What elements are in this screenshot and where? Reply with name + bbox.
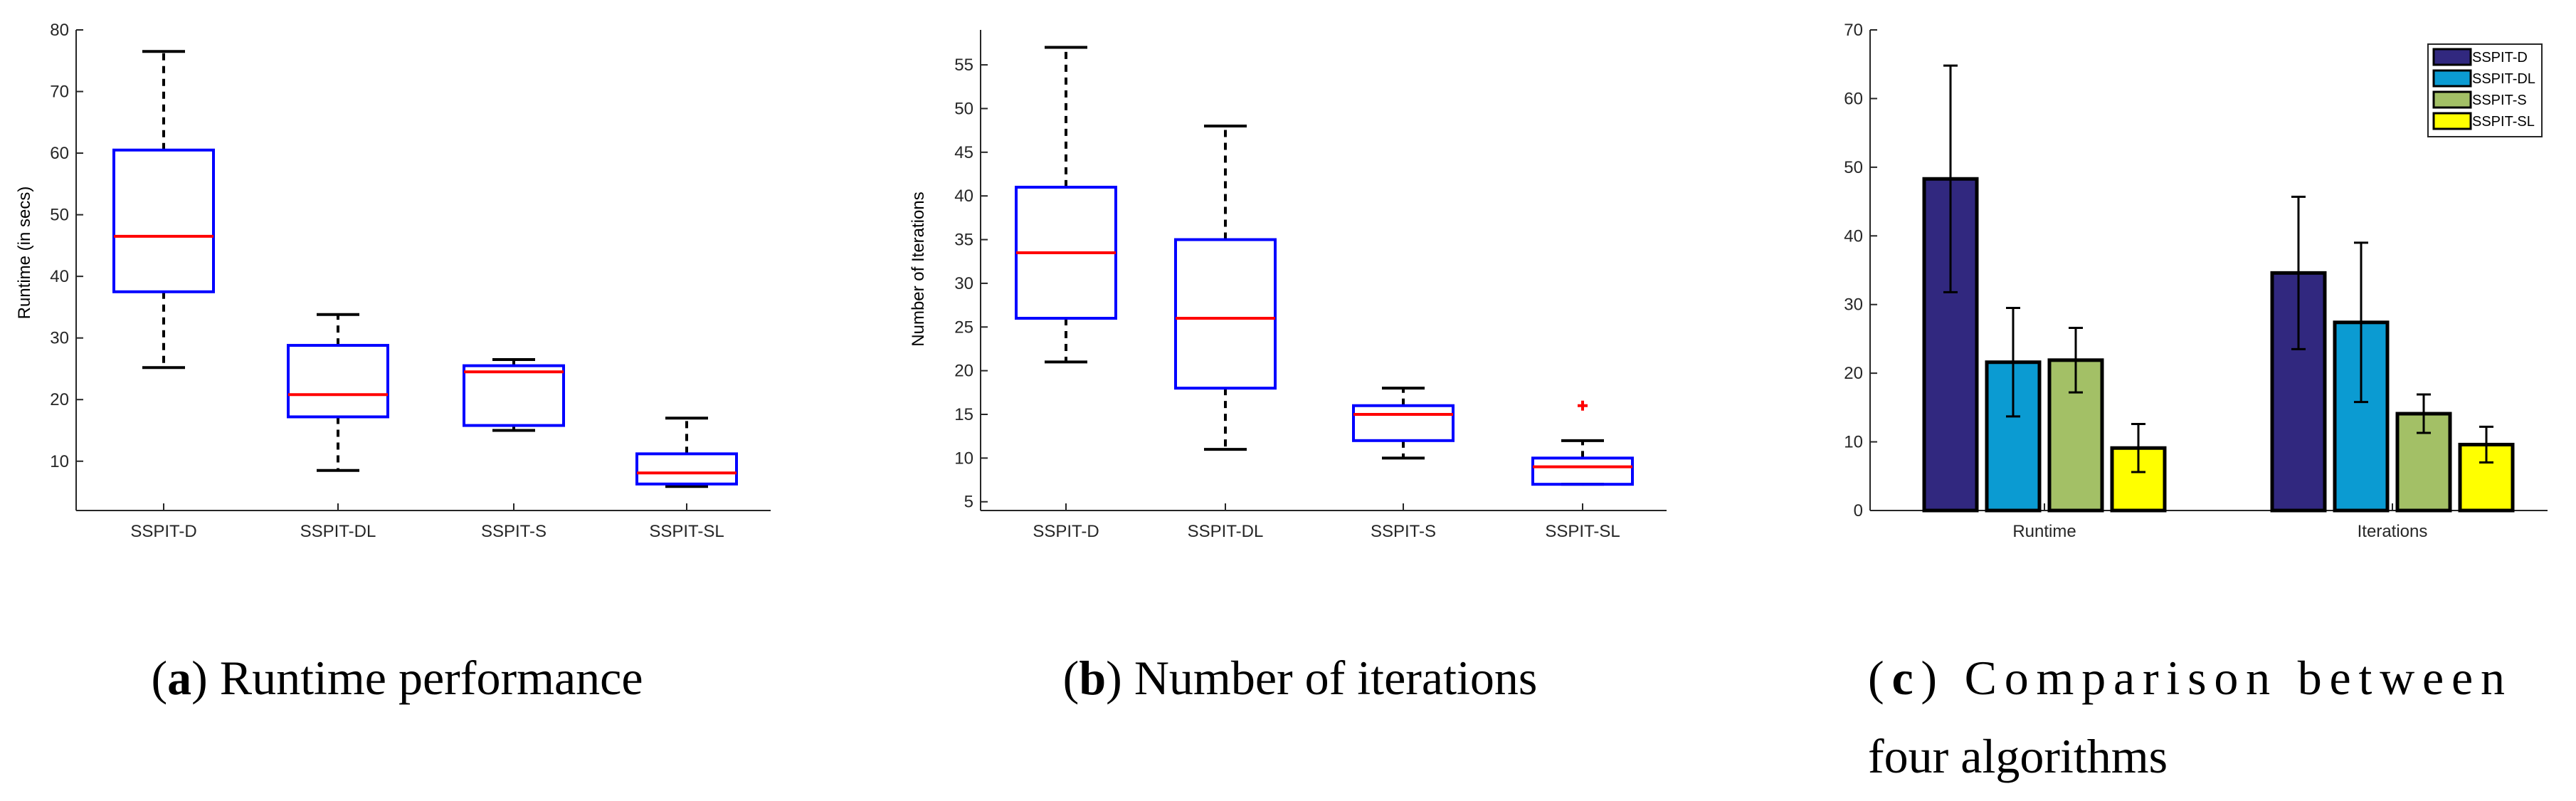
- panel-c-axes: 0 10 20 30 40 50 60 70 Runtime Iterations: [1844, 21, 2548, 541]
- panel-c-bar-sspit-dl-runtime: [1985, 307, 2042, 513]
- panel-c-ytick-label: 60: [1844, 89, 1863, 108]
- panel-a-runtime-boxplot: Runtime (in secs) 10 20 30 40 50 60 70 80 SSPIT-…: [15, 21, 771, 705]
- panel-c-legend: SSPIT-D SSPIT-DL SSPIT-S SSPIT-SL: [2427, 43, 2543, 137]
- panel-b-box-sspit-s: [1352, 387, 1455, 460]
- panel-b-ytick-label: 45: [954, 143, 973, 162]
- panel-b-xtick-label: SSPIT-S: [1371, 522, 1436, 541]
- panel-b-xtick-label: SSPIT-SL: [1545, 522, 1620, 541]
- panel-b-ytick-label: 55: [954, 56, 973, 75]
- panel-c-bar-sspit-d-runtime: [1922, 64, 1979, 513]
- panel-b-ytick-label: 20: [954, 362, 973, 381]
- iqr-box: [635, 452, 738, 486]
- panel-a-caption-text: Runtime performance: [220, 651, 643, 705]
- panel-b-caption-text: Number of iterations: [1134, 651, 1538, 705]
- panel-c-legend-swatch: [2432, 48, 2472, 66]
- panel-b-ytick-label: 50: [954, 99, 973, 118]
- panel-b-ytick-label: 30: [954, 274, 973, 293]
- panel-b-ytick-label: 25: [954, 318, 973, 337]
- panel-a-xtick-label: SSPIT-D: [130, 522, 196, 541]
- panel-b-iterations-boxplot: Number of Iterations 5 10 15 20 25 30 35 40 45 50…: [909, 30, 1667, 705]
- iqr-box: [287, 344, 389, 419]
- panel-a-ytick-label: 20: [50, 390, 69, 409]
- panel-c-xtick-label: Iterations: [2358, 522, 2428, 541]
- iqr-box: [463, 364, 565, 427]
- panel-c-legend-label: SSPIT-S: [2472, 93, 2527, 108]
- panel-b-box-sspit-d: [1015, 46, 1117, 364]
- panel-b-ytick-label: 10: [954, 449, 973, 468]
- panel-b-caption-label: b: [1079, 651, 1106, 705]
- panel-a-axes: 10 20 30 40 50 60 70 80 SSPIT-D SSPIT-DL SSPIT-S SS…: [50, 21, 771, 541]
- panel-a-ytick-label: 50: [50, 206, 69, 225]
- panel-c-legend-swatch: [2432, 90, 2472, 109]
- panel-a-box-sspit-s: [463, 357, 565, 432]
- panel-c-legend-label: SSPIT-D: [2472, 50, 2528, 66]
- panel-b-xtick-label: SSPIT-D: [1033, 522, 1099, 541]
- panel-c-legend-swatch: [2432, 112, 2472, 130]
- panel-b-ytick-label: 40: [954, 187, 973, 206]
- panel-c-legend-label: SSPIT-DL: [2472, 71, 2535, 87]
- panel-a-box-sspit-d: [112, 50, 215, 370]
- panel-c-caption-text-1: Comparison between: [1965, 651, 2505, 705]
- iqr-box: [112, 148, 215, 293]
- panel-b-ytick-label: 35: [954, 231, 973, 250]
- panel-c-bar-sspit-d-iterations: [2270, 195, 2327, 513]
- panel-b-ytick-label: 15: [954, 405, 973, 424]
- panel-a-xtick-label: SSPIT-DL: [300, 522, 376, 541]
- iqr-box: [1352, 404, 1455, 442]
- panel-a-xtick-label: SSPIT-SL: [649, 522, 724, 541]
- panel-b-ytick-label: 5: [964, 493, 973, 512]
- panel-a-ytick-label: 40: [50, 267, 69, 286]
- panel-a-boxes: [112, 50, 738, 488]
- panel-a-ylabel: Runtime (in secs): [15, 187, 34, 320]
- panel-b-xtick-label: SSPIT-DL: [1188, 522, 1264, 541]
- panel-c-ytick-label: 10: [1844, 433, 1863, 452]
- panel-c-ytick-label: 40: [1844, 226, 1863, 246]
- panel-c-bar-sspit-dl-iterations: [2333, 241, 2390, 513]
- panel-c-bar-sspit-sl-iterations: [2458, 425, 2515, 513]
- panel-c-caption-label: c: [1891, 651, 1913, 705]
- iqr-box: [1531, 456, 1634, 486]
- panel-a-caption-label: a: [167, 651, 191, 705]
- panel-a-xtick-label: SSPIT-S: [481, 522, 547, 541]
- panel-c-caption-line1: (c) Comparison between: [1868, 651, 2505, 705]
- panel-c-ytick-label: 0: [1854, 501, 1863, 520]
- panel-b-boxes: [1015, 46, 1634, 486]
- panel-b-ylabel: Number of Iterations: [909, 192, 928, 346]
- panel-a-ytick-label: 80: [50, 21, 69, 40]
- panel-c-bar-sspit-s-iterations: [2395, 393, 2452, 513]
- panel-c-legend-label: SSPIT-SL: [2472, 114, 2535, 130]
- iqr-box: [1174, 238, 1277, 390]
- panel-a-ytick-label: 10: [50, 452, 69, 471]
- panel-c-ytick-label: 20: [1844, 364, 1863, 383]
- panel-c-legend-swatch: [2432, 69, 2472, 88]
- panel-a-ytick-label: 70: [50, 83, 69, 102]
- panel-c-ytick-label: 30: [1844, 295, 1863, 315]
- panel-c-xtick-label: Runtime: [2012, 522, 2076, 541]
- panel-a-ytick-label: 30: [50, 329, 69, 348]
- panel-b-caption: (b) Number of iterations: [1063, 651, 1538, 705]
- panel-c-bar-sspit-s-runtime: [2047, 327, 2104, 513]
- panel-c-bar-sspit-sl-runtime: [2110, 423, 2167, 513]
- panel-c-ytick-label: 70: [1844, 21, 1863, 40]
- panel-a-caption: (a) Runtime performance: [151, 651, 643, 705]
- panel-c-caption-line2: four algorithms: [1868, 729, 2168, 783]
- panel-c-bars: [1922, 64, 2515, 513]
- panel-a-box-sspit-sl: [635, 417, 738, 488]
- panel-b-axes: 5 10 15 20 25 30 35 40 45 50 55 SSPIT-D SSPIT-DL SSPI…: [954, 30, 1667, 541]
- panel-a-box-sspit-dl: [287, 313, 389, 472]
- panel-c-comparison-barchart: 0 10 20 30 40 50 60 70 Runtime Iterations SSPIT-D…: [1844, 21, 2548, 783]
- panel-a-ytick-label: 60: [50, 144, 69, 163]
- panel-b-box-sspit-sl: [1531, 400, 1634, 486]
- panel-c-ytick-label: 50: [1844, 158, 1863, 177]
- panel-b-box-sspit-dl: [1174, 125, 1277, 451]
